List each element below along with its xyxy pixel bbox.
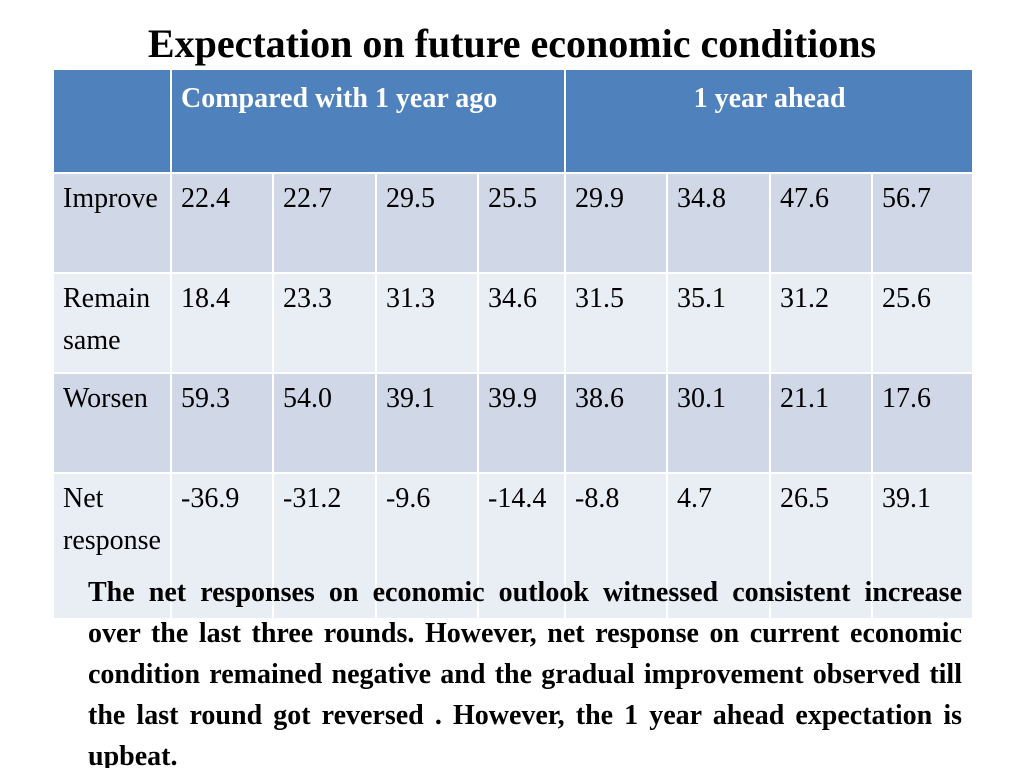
table-cell: 59.3 bbox=[170, 372, 274, 474]
table-cell: -14.4 bbox=[476, 472, 567, 620]
table-cell: 34.6 bbox=[476, 272, 567, 374]
table-cell: 39.1 bbox=[871, 472, 975, 620]
table-cell: 25.6 bbox=[871, 272, 975, 374]
table-cell: -9.6 bbox=[375, 472, 479, 620]
table-cell: 56.7 bbox=[871, 172, 975, 274]
table-cell: 22.4 bbox=[170, 172, 274, 274]
table-cell: 34.8 bbox=[666, 172, 772, 274]
table-cell: 35.1 bbox=[666, 272, 772, 374]
table-cell: -8.8 bbox=[564, 472, 669, 620]
table-cell: 21.1 bbox=[769, 372, 874, 474]
table-cell: 31.3 bbox=[375, 272, 479, 374]
table-cell: 39.9 bbox=[476, 372, 567, 474]
table-cell: 23.3 bbox=[272, 272, 377, 374]
table-cell: 39.1 bbox=[375, 372, 479, 474]
table-cell: -31.2 bbox=[272, 472, 377, 620]
table-cell: 47.6 bbox=[769, 172, 874, 274]
table-cell: -36.9 bbox=[170, 472, 274, 620]
row-label: Worsen bbox=[52, 372, 172, 474]
table-cell: 4.7 bbox=[666, 472, 772, 620]
row-label: Improve bbox=[52, 172, 172, 274]
expectation-table: Compared with 1 year ago 1 year ahead Im… bbox=[52, 68, 975, 620]
slide-title: Expectation on future economic condition… bbox=[147, 21, 877, 66]
table-cell: 54.0 bbox=[272, 372, 377, 474]
header-corner bbox=[52, 68, 172, 174]
table-cell: 17.6 bbox=[871, 372, 975, 474]
table-cell: 22.7 bbox=[272, 172, 377, 274]
table-row-worsen: Worsen 59.3 54.0 39.1 39.9 38.6 30.1 21.… bbox=[52, 372, 975, 474]
table-cell: 31.2 bbox=[769, 272, 874, 374]
table-cell: 26.5 bbox=[769, 472, 874, 620]
row-label: Net response bbox=[52, 472, 172, 620]
row-label: Remain same bbox=[52, 272, 172, 374]
summary-note: The net responses on economic outlook wi… bbox=[88, 577, 962, 768]
table-cell: 18.4 bbox=[170, 272, 274, 374]
table-header-row: Compared with 1 year ago 1 year ahead bbox=[52, 68, 975, 174]
header-1-year-ahead: 1 year ahead bbox=[564, 68, 975, 174]
table-cell: 29.5 bbox=[375, 172, 479, 274]
table-cell: 31.5 bbox=[564, 272, 669, 374]
table-row-remain-same: Remain same 18.4 23.3 31.3 34.6 31.5 35.… bbox=[52, 272, 975, 374]
header-compared-1-year-ago: Compared with 1 year ago bbox=[169, 68, 567, 174]
table-cell: 30.1 bbox=[666, 372, 772, 474]
table-cell: 29.9 bbox=[564, 172, 669, 274]
table-cell: 25.5 bbox=[476, 172, 567, 274]
table-row-net-response: Net response -36.9 -31.2 -9.6 -14.4 -8.8… bbox=[52, 472, 975, 620]
table-row-improve: Improve 22.4 22.7 29.5 25.5 29.9 34.8 47… bbox=[52, 172, 975, 274]
table-cell: 38.6 bbox=[564, 372, 669, 474]
